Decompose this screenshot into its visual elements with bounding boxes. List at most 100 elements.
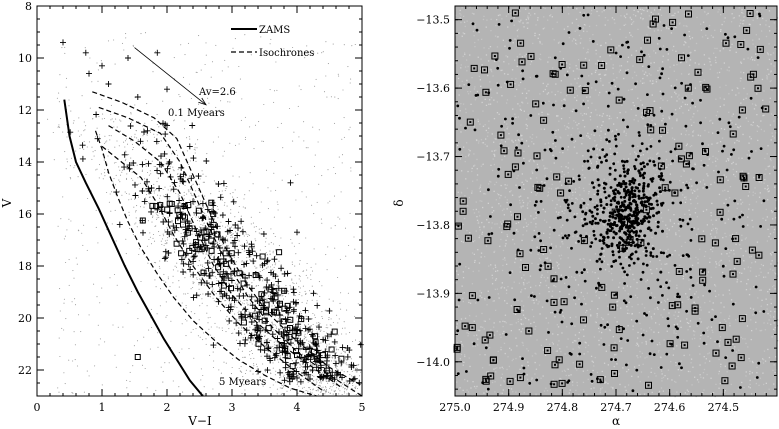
field-star — [602, 223, 604, 225]
field-star — [244, 34, 246, 36]
field-star — [768, 101, 771, 103]
field-star — [615, 357, 618, 359]
field-star — [130, 112, 132, 114]
field-star — [144, 178, 146, 180]
field-star — [212, 388, 214, 390]
field-star — [298, 274, 300, 277]
field-star — [86, 370, 88, 372]
member-star — [226, 283, 233, 290]
field-star — [118, 145, 120, 147]
field-star — [745, 250, 747, 252]
field-star — [281, 393, 283, 395]
field-star — [186, 150, 188, 152]
field-star — [346, 309, 348, 311]
field-star — [562, 315, 564, 317]
field-star — [242, 356, 244, 358]
field-star — [621, 104, 623, 106]
field-star — [75, 150, 77, 152]
field-star — [334, 364, 336, 366]
field-star — [221, 194, 223, 196]
field-star — [572, 235, 574, 237]
yso-candidate — [294, 352, 300, 359]
field-star — [83, 121, 85, 123]
field-star — [472, 381, 474, 383]
field-star — [301, 353, 304, 355]
field-star — [601, 60, 604, 62]
field-star — [474, 46, 476, 48]
field-star — [458, 94, 460, 96]
field-star — [130, 291, 133, 293]
field-star — [638, 312, 640, 314]
field-star — [613, 168, 615, 170]
field-star — [194, 149, 196, 151]
field-star — [162, 370, 164, 372]
field-star — [650, 329, 652, 331]
field-star — [650, 157, 652, 159]
field-star — [298, 293, 300, 296]
field-star — [298, 263, 301, 265]
field-star — [543, 168, 546, 170]
field-star — [218, 369, 220, 371]
field-star — [557, 300, 559, 302]
field-star — [130, 198, 132, 200]
field-star — [487, 74, 489, 77]
field-star — [520, 135, 522, 137]
field-star — [350, 167, 352, 169]
field-star — [123, 141, 125, 143]
field-star — [189, 276, 191, 278]
field-star — [256, 285, 258, 287]
field-star — [344, 388, 346, 390]
yso-candidate — [276, 249, 283, 256]
field-star — [762, 17, 764, 20]
field-star — [738, 140, 740, 142]
field-star — [697, 134, 699, 136]
field-star — [473, 13, 475, 15]
field-star — [230, 237, 232, 239]
field-star — [310, 274, 312, 276]
field-star — [567, 167, 569, 169]
field-star — [697, 195, 699, 197]
field-star — [169, 185, 171, 187]
field-star — [557, 187, 559, 189]
field-star — [715, 219, 717, 221]
field-star — [241, 326, 243, 328]
field-star — [750, 124, 752, 126]
field-star — [240, 119, 242, 121]
field-star — [485, 278, 487, 280]
field-star — [595, 89, 597, 91]
field-star — [759, 268, 761, 270]
field-star — [582, 47, 585, 49]
field-star — [198, 252, 200, 254]
field-star — [175, 192, 177, 195]
field-star — [201, 170, 203, 172]
field-star — [238, 205, 240, 208]
member-star — [294, 229, 300, 236]
field-star — [252, 373, 254, 375]
field-star — [465, 266, 467, 268]
field-star — [110, 135, 112, 137]
field-star — [130, 157, 132, 159]
field-star — [258, 228, 260, 230]
member-star — [346, 347, 353, 354]
field-star — [504, 129, 506, 131]
field-star — [670, 85, 672, 87]
field-star — [213, 300, 215, 302]
field-star — [238, 319, 240, 321]
field-star — [738, 7, 740, 9]
field-star — [203, 284, 205, 286]
field-star — [183, 128, 186, 130]
field-star — [464, 66, 467, 68]
field-star — [264, 287, 266, 289]
field-star — [544, 181, 546, 184]
field-star — [246, 276, 248, 278]
field-star — [330, 373, 333, 375]
field-star — [255, 251, 257, 253]
field-star — [270, 352, 272, 354]
field-star — [291, 261, 293, 263]
field-star — [225, 300, 227, 302]
member-star — [161, 255, 168, 262]
field-star — [213, 290, 215, 292]
field-star — [471, 292, 473, 294]
field-star — [136, 164, 138, 166]
field-star — [170, 230, 172, 232]
